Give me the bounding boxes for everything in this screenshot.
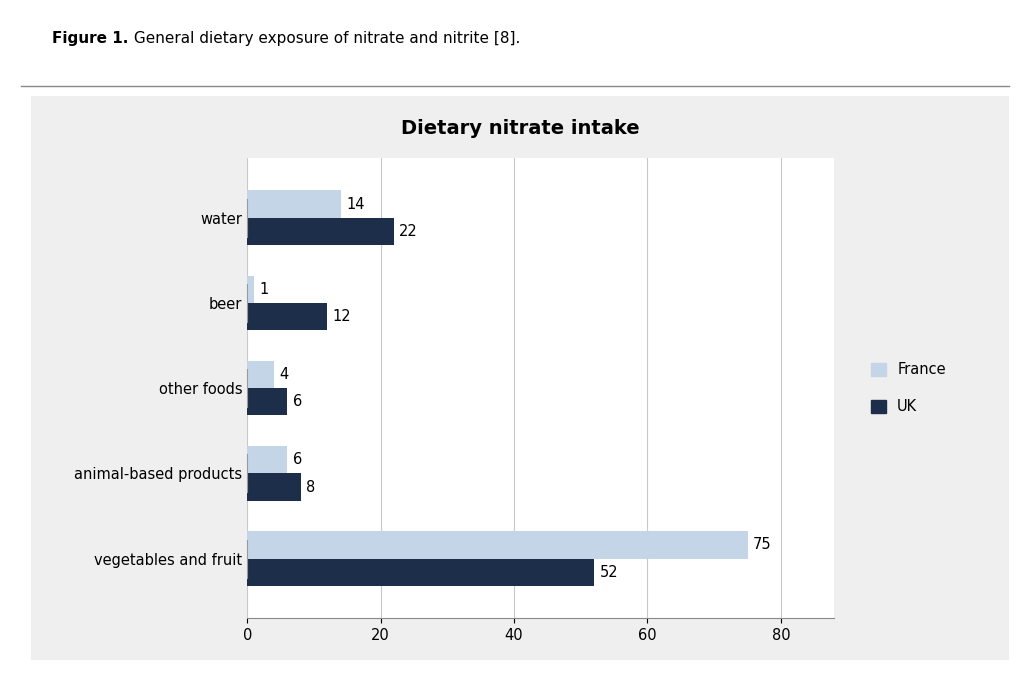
Text: 6: 6 (293, 394, 302, 409)
Bar (247, 446, 287, 473)
Text: Figure 1.: Figure 1. (52, 31, 128, 46)
Text: 12: 12 (333, 309, 351, 324)
Text: 22: 22 (400, 224, 418, 239)
Text: 1: 1 (260, 282, 269, 297)
Bar (247, 388, 287, 416)
Bar (247, 361, 274, 388)
Legend: France, UK: France, UK (871, 362, 946, 414)
Text: 14: 14 (346, 196, 365, 212)
Bar (247, 531, 748, 559)
Bar (247, 275, 253, 303)
Bar (247, 303, 328, 330)
Text: 8: 8 (306, 480, 315, 495)
Bar (247, 190, 341, 218)
Text: 75: 75 (753, 537, 771, 552)
Text: 6: 6 (293, 452, 302, 467)
Text: General dietary exposure of nitrate and nitrite [8].: General dietary exposure of nitrate and … (129, 31, 520, 46)
Text: 4: 4 (279, 367, 288, 382)
Bar (247, 473, 301, 501)
Text: 52: 52 (599, 565, 618, 580)
Bar (247, 559, 594, 586)
Bar (247, 218, 393, 245)
Text: Dietary nitrate intake: Dietary nitrate intake (401, 119, 640, 137)
